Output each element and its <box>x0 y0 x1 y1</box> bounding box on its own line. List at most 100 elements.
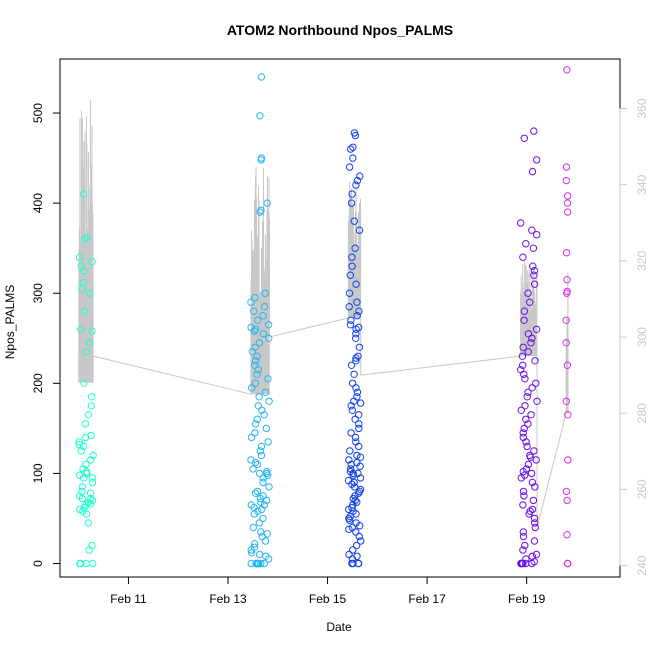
data-point <box>563 192 572 200</box>
data-point <box>354 469 362 478</box>
data-point <box>530 514 539 523</box>
x-tick-label: Feb 15 <box>309 592 347 606</box>
data-point <box>256 447 264 455</box>
data-point <box>529 262 537 270</box>
x-tick-label: Feb 11 <box>110 592 147 606</box>
data-point <box>353 298 361 306</box>
data-point <box>527 469 536 478</box>
data-point <box>520 492 528 500</box>
data-point <box>88 541 96 550</box>
data-point <box>352 519 360 527</box>
data-point <box>354 323 363 332</box>
data-point <box>264 438 272 446</box>
data-point <box>532 379 540 387</box>
data-point <box>356 485 365 494</box>
data-point <box>519 532 528 541</box>
data-point <box>347 361 356 369</box>
x-tick-label: Feb 19 <box>508 592 546 606</box>
data-point <box>347 199 356 207</box>
data-point <box>530 267 539 275</box>
data-point <box>254 316 262 324</box>
data-point <box>531 483 539 491</box>
data-point <box>351 244 359 252</box>
data-point <box>348 190 356 198</box>
data-point <box>521 375 529 383</box>
data-point <box>355 307 363 315</box>
data-point <box>250 543 259 551</box>
data-point <box>257 206 265 215</box>
data-point <box>354 352 362 360</box>
data-point <box>526 507 534 515</box>
data-point <box>528 505 537 514</box>
data-point <box>353 393 361 401</box>
data-point <box>251 343 259 351</box>
data-point <box>84 498 93 506</box>
data-point <box>251 325 260 333</box>
data-point <box>355 226 364 234</box>
data-point <box>75 438 83 446</box>
data-point <box>86 289 94 297</box>
data-point <box>87 402 96 410</box>
data-point <box>345 303 353 311</box>
data-point <box>259 312 267 320</box>
data-point <box>255 469 264 478</box>
data-point <box>519 433 527 442</box>
data-point <box>351 433 360 442</box>
data-point <box>529 496 538 505</box>
data-point <box>352 181 360 189</box>
data-point <box>247 433 256 442</box>
data-point <box>247 501 256 509</box>
data-point <box>260 559 268 568</box>
data-point <box>75 471 84 479</box>
data-point <box>344 476 353 485</box>
data-point <box>80 379 88 387</box>
data-point <box>533 397 541 405</box>
data-point <box>563 276 571 284</box>
data-point <box>518 559 526 568</box>
data-point <box>562 176 570 185</box>
data-point <box>346 321 355 329</box>
data-point <box>78 487 86 496</box>
data-point <box>82 460 90 469</box>
data-point <box>348 262 356 270</box>
data-point <box>255 393 263 401</box>
data-point <box>84 519 93 527</box>
data-point <box>563 361 572 369</box>
data-point <box>257 73 266 81</box>
y2-tick-label: 360 <box>635 98 649 118</box>
data-point <box>563 199 572 207</box>
data-point <box>355 343 364 351</box>
y-axis-label: Npos_PALMS <box>3 285 17 359</box>
data-point <box>532 550 541 559</box>
data-point <box>251 420 260 428</box>
data-point <box>352 330 360 338</box>
data-point <box>563 66 571 74</box>
data-point <box>562 397 570 405</box>
data-point <box>247 559 255 568</box>
data-point <box>77 559 85 568</box>
x-tick-label: Feb 17 <box>408 592 446 606</box>
data-point <box>88 474 97 482</box>
data-point <box>520 307 529 315</box>
data-point <box>261 289 269 297</box>
data-point <box>528 478 537 487</box>
data-point <box>247 456 255 464</box>
data-point <box>519 487 528 496</box>
data-point <box>519 501 527 509</box>
data-point <box>532 325 541 333</box>
data-point <box>527 339 535 347</box>
data-point <box>253 370 261 378</box>
data-point <box>247 323 255 332</box>
data-point <box>260 411 268 419</box>
data-point <box>85 339 94 347</box>
data-point <box>81 307 89 315</box>
data-point <box>345 514 353 523</box>
data-point <box>347 316 355 324</box>
data-point <box>353 388 362 396</box>
data-point <box>524 460 533 469</box>
data-point <box>263 530 271 538</box>
data-point <box>352 334 360 342</box>
series-line-connector <box>536 413 567 528</box>
data-point <box>524 348 532 356</box>
data-point <box>531 519 539 527</box>
